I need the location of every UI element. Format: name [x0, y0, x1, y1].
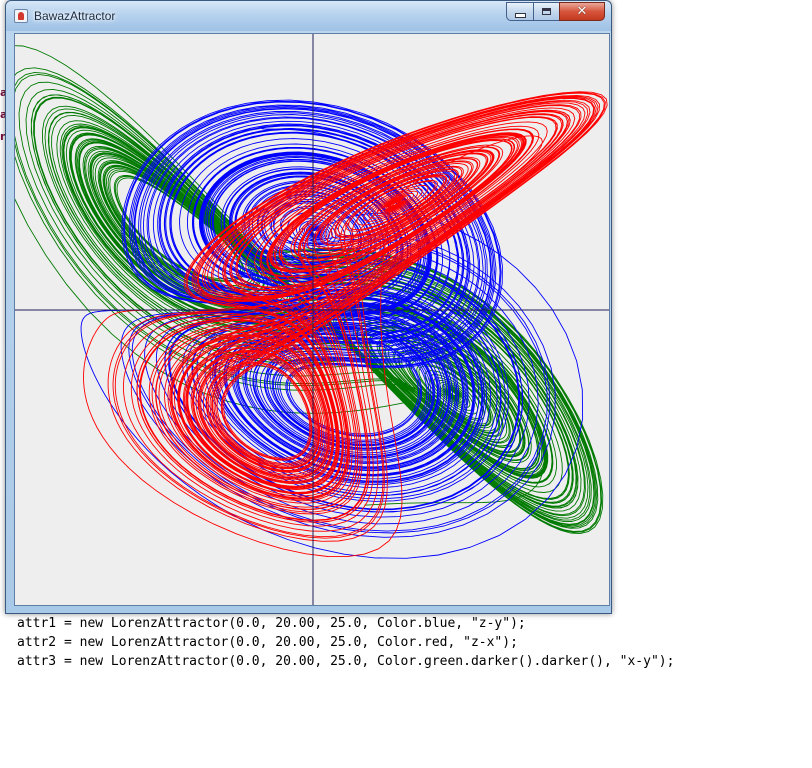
title-bar[interactable]: BawazAttractor ✕: [6, 1, 611, 31]
maximize-icon: [542, 8, 551, 15]
close-button[interactable]: ✕: [559, 2, 605, 21]
minimize-icon: [514, 12, 526, 18]
code-line: attr1 = new LorenzAttractor(0.0, 20.00, …: [17, 616, 526, 631]
background-window-edge: a a n: [0, 0, 8, 350]
maximize-button[interactable]: [533, 2, 559, 21]
background-text: a: [0, 108, 8, 121]
background-text: n: [0, 130, 8, 143]
code-line: attr2 = new LorenzAttractor(0.0, 20.00, …: [17, 635, 518, 650]
attractor-window: BawazAttractor ✕: [5, 0, 612, 614]
java-app-icon[interactable]: [14, 9, 28, 23]
attractor-canvas: [14, 33, 610, 606]
attractor-plot: [15, 34, 609, 605]
window-controls: ✕: [506, 2, 605, 21]
close-icon: ✕: [576, 4, 588, 19]
code-line: attr3 = new LorenzAttractor(0.0, 20.00, …: [17, 654, 675, 669]
minimize-button[interactable]: [506, 2, 533, 21]
window-title: BawazAttractor: [34, 9, 116, 23]
background-text: a: [0, 86, 8, 99]
code-snippet: attr1 = new LorenzAttractor(0.0, 20.00, …: [17, 614, 674, 671]
red-attractor-trace: [83, 91, 608, 558]
